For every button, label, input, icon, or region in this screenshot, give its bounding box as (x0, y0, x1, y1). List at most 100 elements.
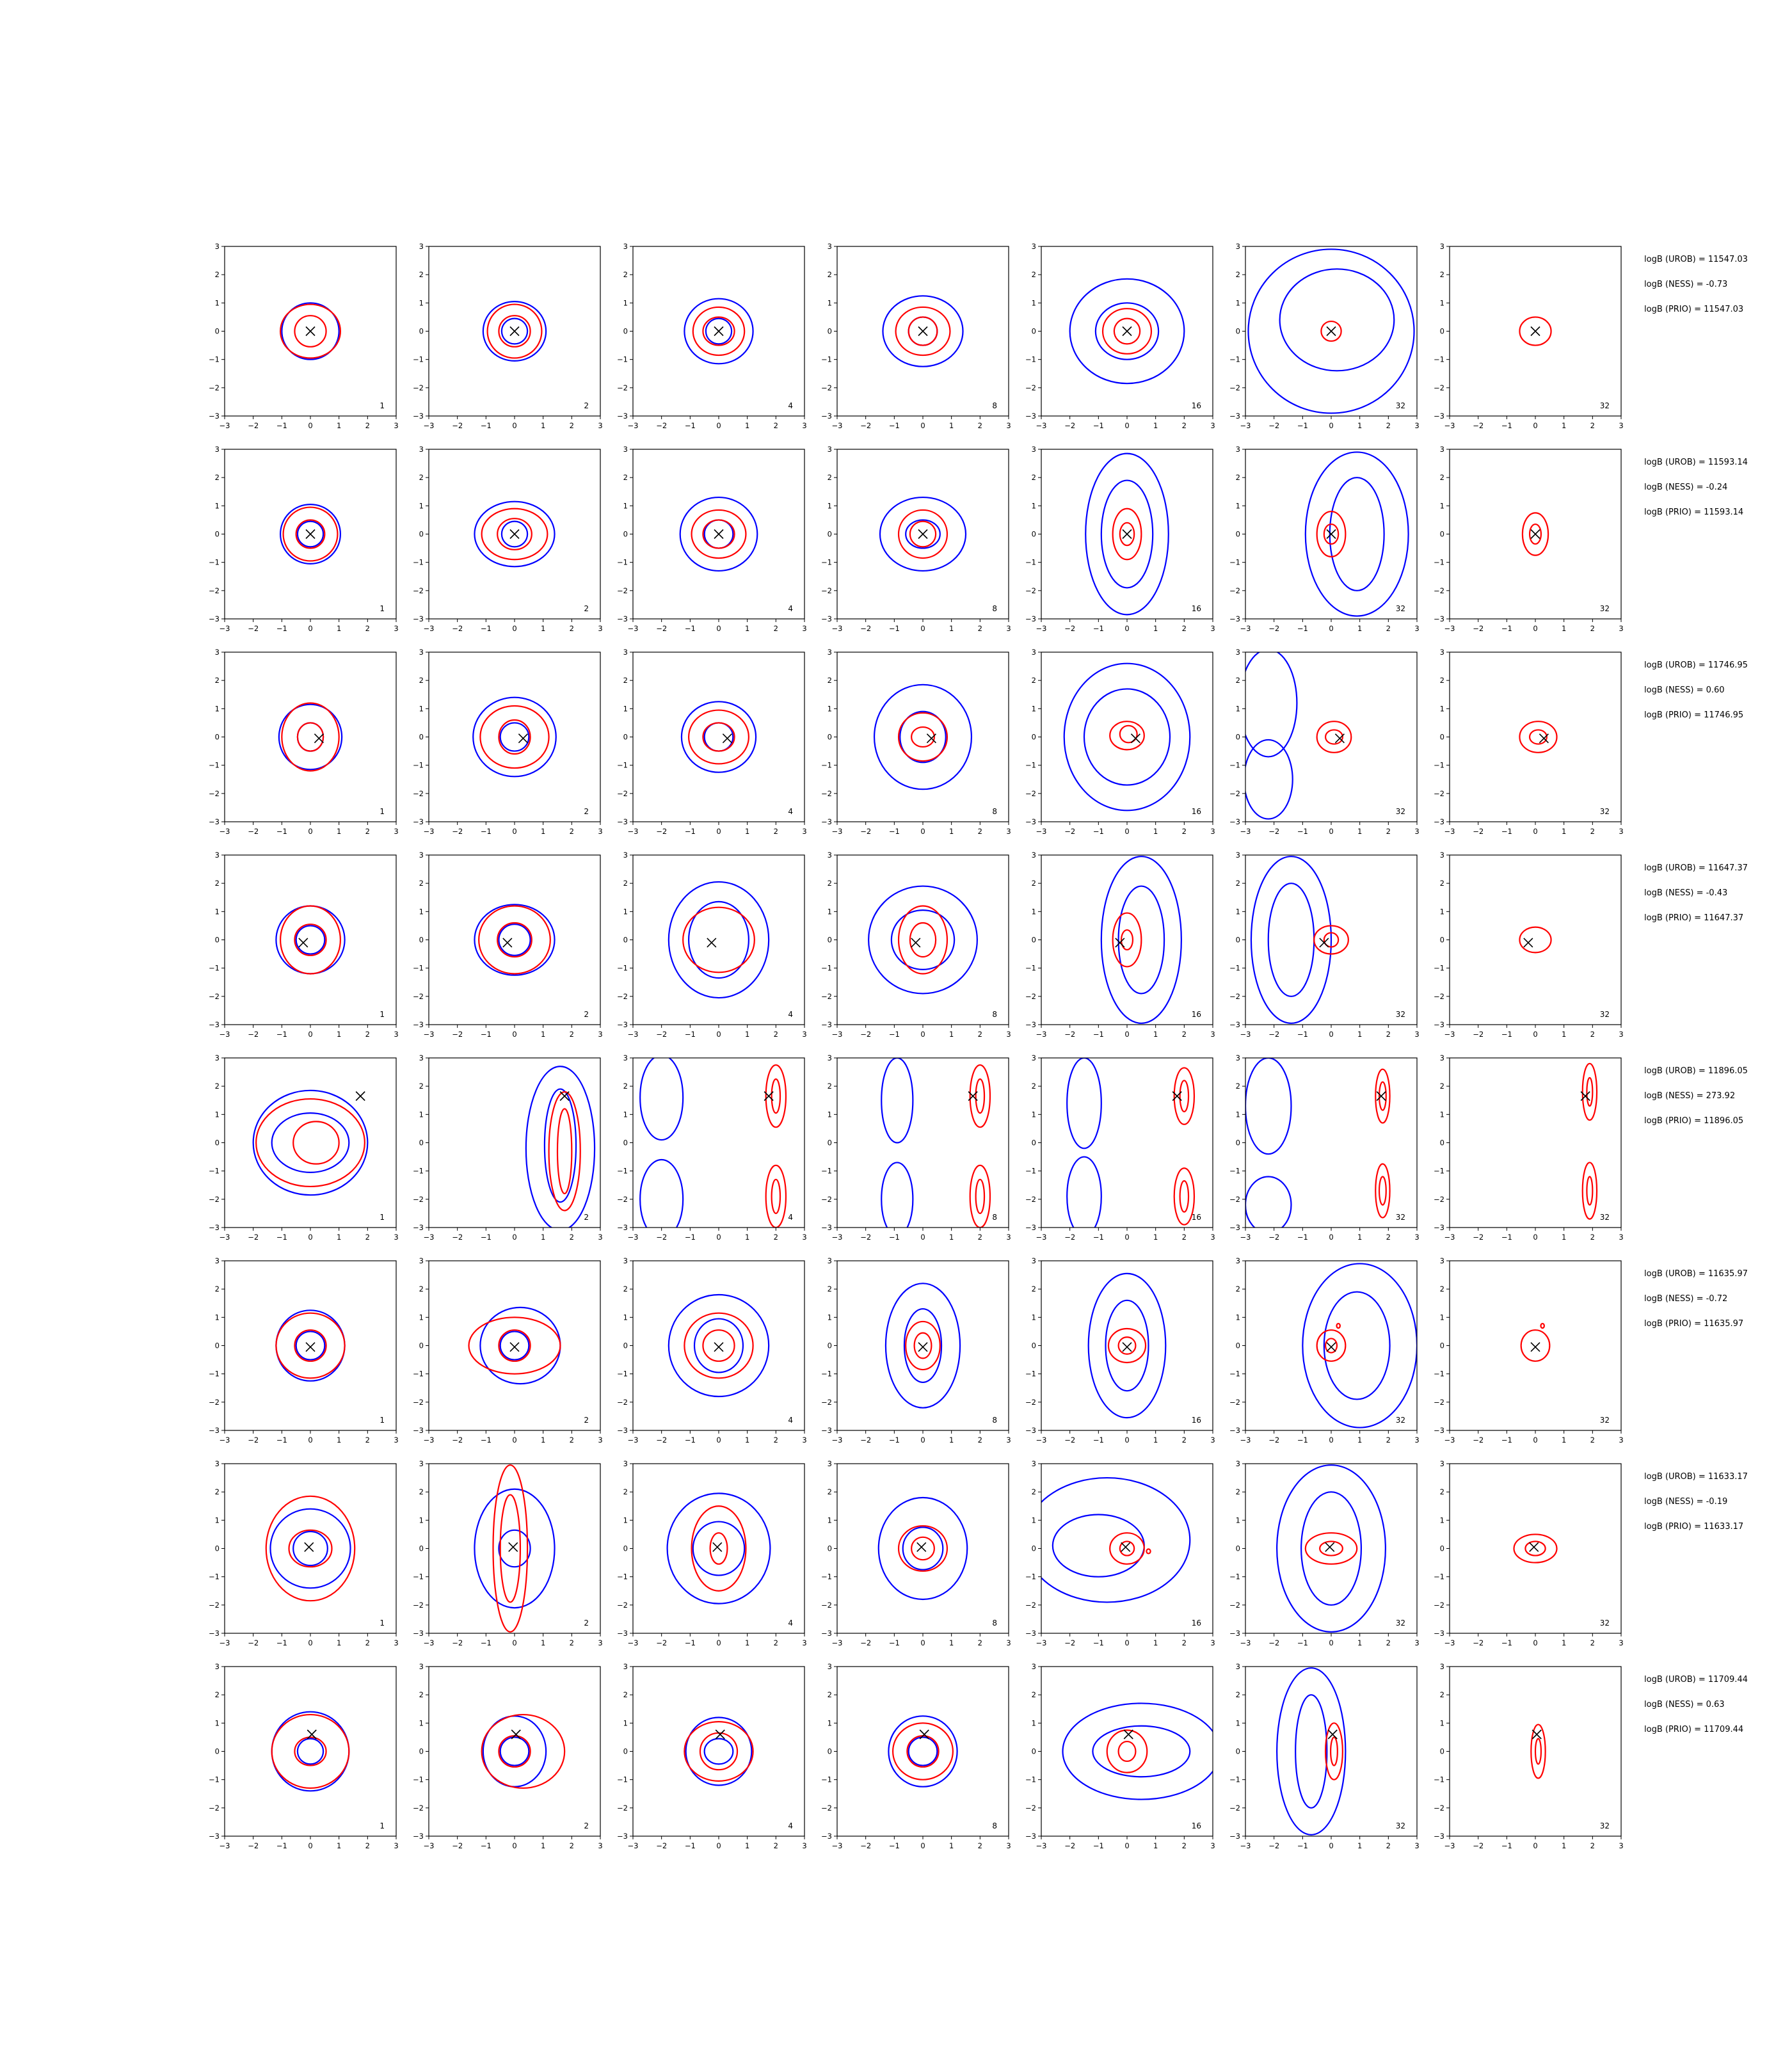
x-tick-label: 1 (1153, 1030, 1158, 1039)
panel-label: 8 (992, 401, 997, 410)
red-contour (1323, 932, 1340, 948)
panel-label: 8 (992, 1416, 997, 1425)
x-tick-label: 1 (949, 421, 954, 430)
truth-marker (707, 938, 717, 948)
y-tick-label: −2 (821, 1398, 832, 1407)
x-tick-label: −3 (220, 1436, 230, 1444)
y-tick-label: 2 (1440, 473, 1444, 482)
y-tick-label: 0 (1440, 1139, 1444, 1148)
x-tick-label: 2 (570, 1436, 574, 1444)
x-tick-label: 0 (920, 421, 925, 430)
panel-label: 2 (584, 1619, 589, 1628)
x-tick-label: −3 (1036, 1436, 1047, 1444)
red-contour (1519, 926, 1552, 954)
red-contour (1336, 1322, 1341, 1329)
x-tick-label: 3 (1414, 1841, 1419, 1850)
y-tick-label: −1 (1434, 1572, 1444, 1581)
contour-layer (1069, 278, 1185, 385)
red-contour (275, 1312, 346, 1379)
red-contour (1524, 1540, 1546, 1556)
y-tick-label: −2 (1434, 992, 1444, 1001)
y-tick-label: 1 (419, 1313, 424, 1322)
logb-annotation: logB (UROB) = 11709.44 (1644, 1675, 1748, 1684)
x-tick-label: −2 (248, 1030, 259, 1039)
x-tick-label: 0 (920, 1841, 925, 1850)
axes-frame (1449, 1057, 1622, 1228)
x-tick-label: 2 (365, 1841, 370, 1850)
y-tick-label: −1 (209, 1370, 220, 1379)
x-tick-label: 2 (570, 1030, 574, 1039)
panel-label: 2 (584, 807, 589, 816)
axes-frame (632, 1260, 805, 1431)
y-tick-label: 2 (1236, 1487, 1240, 1496)
x-tick-label: −2 (656, 827, 667, 836)
red-contour (1117, 1740, 1137, 1763)
x-tick-label: 3 (1414, 1030, 1419, 1039)
y-tick-label: −2 (209, 1398, 220, 1407)
red-contour (271, 1713, 350, 1789)
y-tick-label: 3 (828, 1053, 832, 1062)
y-tick-label: 3 (215, 648, 220, 657)
contour-layer (1245, 652, 1352, 820)
x-tick-label: −3 (424, 1233, 435, 1242)
panel-r7-c5: −3 −2 −1 0 1 2 3 3 2 1 0 −1 −2 −3 16 (1025, 1459, 1215, 1647)
panel-label: 8 (992, 1213, 997, 1222)
red-contour (294, 924, 327, 956)
x-tick-label: −2 (1268, 1030, 1279, 1039)
x-tick-label: 1 (1562, 624, 1566, 633)
x-tick-label: 1 (745, 1233, 749, 1242)
x-tick-label: −2 (656, 421, 667, 430)
x-tick-label: 3 (598, 1638, 602, 1647)
truth-marker (715, 1729, 725, 1740)
y-tick-label: 0 (215, 530, 220, 539)
x-tick-label: 2 (1182, 1436, 1187, 1444)
y-tick-label: 3 (215, 242, 220, 251)
contour-layer (666, 1492, 771, 1604)
x-tick-label: 2 (1386, 624, 1391, 633)
truth-marker (1376, 1091, 1386, 1101)
red-contour (1528, 729, 1548, 745)
x-tick-label: 3 (1210, 1233, 1215, 1242)
blue-contour (908, 1736, 938, 1766)
y-tick-label: −1 (209, 558, 220, 567)
red-contour (1378, 1081, 1387, 1111)
truth-marker (722, 733, 732, 744)
y-tick-label: 2 (1236, 1690, 1240, 1699)
axes-frame (1449, 1260, 1622, 1431)
x-tick-label: −2 (1473, 1841, 1484, 1850)
y-tick-label: −1 (1434, 1167, 1444, 1176)
blue-contour (1276, 1464, 1386, 1633)
x-tick-label: 2 (1182, 1841, 1187, 1850)
truth-marker (1326, 1342, 1336, 1352)
y-tick-label: −1 (413, 355, 424, 364)
y-tick-label: −1 (821, 1572, 832, 1581)
y-tick-label: −1 (1434, 761, 1444, 770)
x-tick-label: −3 (628, 624, 639, 633)
y-tick-label: 3 (215, 851, 220, 860)
panel-label: 1 (380, 1416, 385, 1425)
y-tick-label: 3 (419, 648, 424, 657)
red-contour (294, 315, 327, 348)
panel-label: 4 (788, 1416, 793, 1425)
x-tick-label: 3 (1619, 827, 1623, 836)
panel-r7-c1: −3 −2 −1 0 1 2 3 3 2 1 0 −1 −2 −3 1 (209, 1459, 399, 1647)
y-tick-label: 0 (623, 936, 628, 945)
red-contour (1375, 1068, 1391, 1124)
y-tick-label: 1 (1236, 1516, 1240, 1524)
x-tick-label: −1 (1297, 1638, 1308, 1647)
panel-label: 4 (788, 401, 793, 410)
blue-contour (1052, 1514, 1145, 1578)
x-tick-label: 2 (1590, 421, 1595, 430)
panel-label: 4 (788, 807, 793, 816)
red-contour (1319, 1540, 1343, 1556)
y-tick-label: 2 (623, 1487, 628, 1496)
y-tick-label: 1 (215, 1110, 220, 1119)
panel-r5-c3: −3 −2 −1 0 1 2 3 3 2 1 0 −1 −2 −3 4 (617, 1053, 807, 1242)
x-tick-label: −1 (481, 1233, 492, 1242)
y-tick-label: 2 (1440, 879, 1444, 888)
y-tick-label: 2 (1032, 676, 1036, 685)
y-tick-label: 3 (419, 445, 424, 454)
x-tick-label: 2 (774, 1436, 778, 1444)
red-contour (548, 1091, 581, 1212)
